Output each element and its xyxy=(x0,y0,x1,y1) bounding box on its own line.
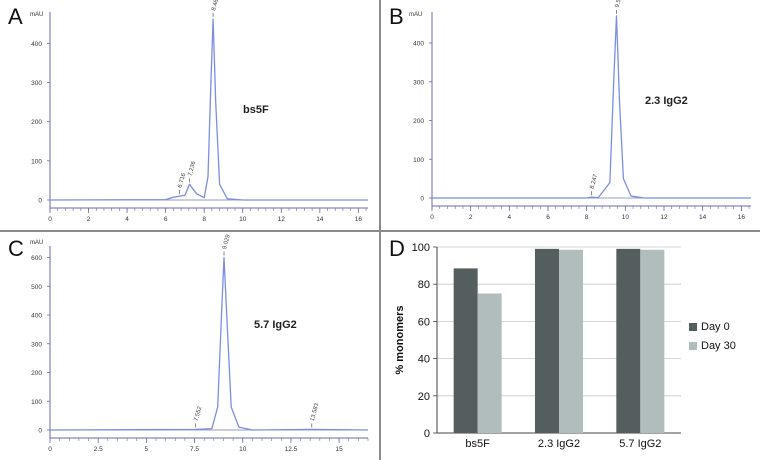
x-tick-label: 6 xyxy=(546,214,550,221)
legend-label: Day 30 xyxy=(701,340,736,352)
peak-label: 7.236 xyxy=(188,160,198,177)
chromatogram-trace xyxy=(432,15,751,199)
y-tick-label: 400 xyxy=(31,313,42,320)
peak-label: 13.583 xyxy=(310,402,321,422)
x-tick-label: 4 xyxy=(125,216,129,223)
x-tick-label: 5 xyxy=(145,446,149,453)
y-tick-label: 100 xyxy=(413,157,424,164)
peak-label: 8.461 xyxy=(211,0,221,12)
y-tick-label: 300 xyxy=(31,341,42,348)
y-tick-label: 200 xyxy=(31,370,42,377)
panel-letter: B xyxy=(389,4,404,29)
x-tick-label: 12 xyxy=(660,214,668,221)
x-tick-label: 14 xyxy=(316,216,324,223)
y-tick-label: 600 xyxy=(31,255,42,262)
x-tick-label: 10 xyxy=(622,214,630,221)
y-tick-label: 40 xyxy=(418,354,430,366)
peak-label: 8.247 xyxy=(590,173,600,190)
peak-label: 6.716 xyxy=(178,172,188,189)
bar-day-30 xyxy=(559,249,583,433)
panel-c-chromatogram: C 0 2.5 5 7.5 10 12.5 15 0 100 200 300 400 500 600 mAU… xyxy=(0,232,379,460)
y-tick-label: 0 xyxy=(424,428,430,440)
bar-day-0 xyxy=(535,248,559,433)
y-tick-label: 200 xyxy=(31,119,42,126)
y-unit-label: mAU xyxy=(30,12,43,18)
y-tick-label: 300 xyxy=(31,80,42,87)
x-tick-label: 10 xyxy=(239,216,247,223)
chromatogram-5-7-igg2: 0 2.5 5 7.5 10 12.5 15 0 100 200 300 400 500 600 mAU 7.… xyxy=(30,233,369,453)
y-tick-label: 500 xyxy=(31,284,42,291)
x-tick-label: 8 xyxy=(585,214,589,221)
x-tick-label: bs5F xyxy=(465,438,490,450)
y-tick-label: 0 xyxy=(420,196,424,203)
x-tick-label: 15 xyxy=(335,446,343,453)
x-tick-label: 2.3 IgG2 xyxy=(538,438,580,450)
legend-swatch xyxy=(689,323,697,331)
x-tick-label: 12.5 xyxy=(285,446,298,453)
legend-label: Day 0 xyxy=(701,321,730,333)
x-tick-label: 10 xyxy=(239,446,247,453)
peak-label: 7.552 xyxy=(194,405,204,422)
sample-label: bs5F xyxy=(243,104,269,116)
chromatogram-2-3-igg2: 0 2 4 6 8 10 12 14 16 0 100 200 300 400 mAU 8.247 9.541 2… xyxy=(409,0,751,221)
y-unit-label: mAU xyxy=(30,240,43,246)
x-tick-label: 14 xyxy=(699,214,707,221)
legend-swatch xyxy=(689,342,697,350)
divider-horizontal xyxy=(0,230,760,232)
peak-label: 9.029 xyxy=(222,233,232,250)
y-tick-label: 60 xyxy=(418,316,430,328)
x-tick-label: 7.5 xyxy=(190,446,199,453)
panel-b-chromatogram: B 0 2 4 6 8 10 12 14 16 0 100 200 300 400 mAU 8.247 9.54… xyxy=(381,0,760,230)
chromatogram-trace xyxy=(49,18,368,201)
panel-a-chromatogram: A 0 2 4 6 8 10 12 14 16 0 100 200 300 400 mAU 6.716 7.23… xyxy=(0,0,379,230)
x-tick-label: 6 xyxy=(164,216,168,223)
x-tick-label: 5.7 IgG2 xyxy=(619,438,661,450)
bar-day-30 xyxy=(477,293,502,433)
y-tick-label: 300 xyxy=(413,79,424,86)
y-tick-label: 0 xyxy=(38,428,42,435)
x-tick-label: 2 xyxy=(87,216,91,223)
y-tick-label: 100 xyxy=(31,158,42,165)
peak-label: 9.541 xyxy=(615,0,625,8)
y-tick-label: 0 xyxy=(38,198,42,205)
y-axis-label: % monomers xyxy=(394,305,406,374)
y-tick-label: 20 xyxy=(418,391,430,403)
monomer-bar-chart: 0 20 40 60 80 100 bs5F 2.3 IgG2 5.7 IgG2 % monome… xyxy=(394,242,736,450)
x-tick-label: 8 xyxy=(202,216,206,223)
chromatogram-trace xyxy=(49,256,369,431)
sample-label: 2.3 IgG2 xyxy=(645,95,688,107)
bar-day-0 xyxy=(453,268,478,433)
y-tick-label: 400 xyxy=(413,41,424,48)
x-tick-label: 4 xyxy=(508,214,512,221)
bar-day-0 xyxy=(616,248,641,433)
y-unit-label: mAU xyxy=(409,12,422,18)
panel-letter: A xyxy=(8,4,23,29)
x-tick-label: 2.5 xyxy=(94,446,103,453)
x-tick-label: 2 xyxy=(469,214,473,221)
x-tick-label: 16 xyxy=(355,216,363,223)
y-tick-label: 100 xyxy=(31,399,42,406)
x-tick-label: 0 xyxy=(48,216,52,223)
y-tick-label: 400 xyxy=(31,41,42,48)
x-tick-label: 16 xyxy=(738,214,746,221)
y-tick-label: 100 xyxy=(412,242,430,254)
panel-d-bar-chart: D 0 20 40 60 80 100 bs5F 2.3 IgG2 5.7 IgG2 % mono… xyxy=(381,232,760,460)
y-tick-label: 80 xyxy=(418,279,430,291)
panel-letter: C xyxy=(8,236,24,261)
sample-label: 5.7 IgG2 xyxy=(254,319,297,331)
bar-day-30 xyxy=(640,249,665,433)
x-tick-label: 0 xyxy=(430,214,434,221)
panel-letter: D xyxy=(389,236,405,261)
x-tick-label: 0 xyxy=(48,446,52,453)
x-tick-label: 12 xyxy=(278,216,286,223)
y-tick-label: 200 xyxy=(413,118,424,125)
